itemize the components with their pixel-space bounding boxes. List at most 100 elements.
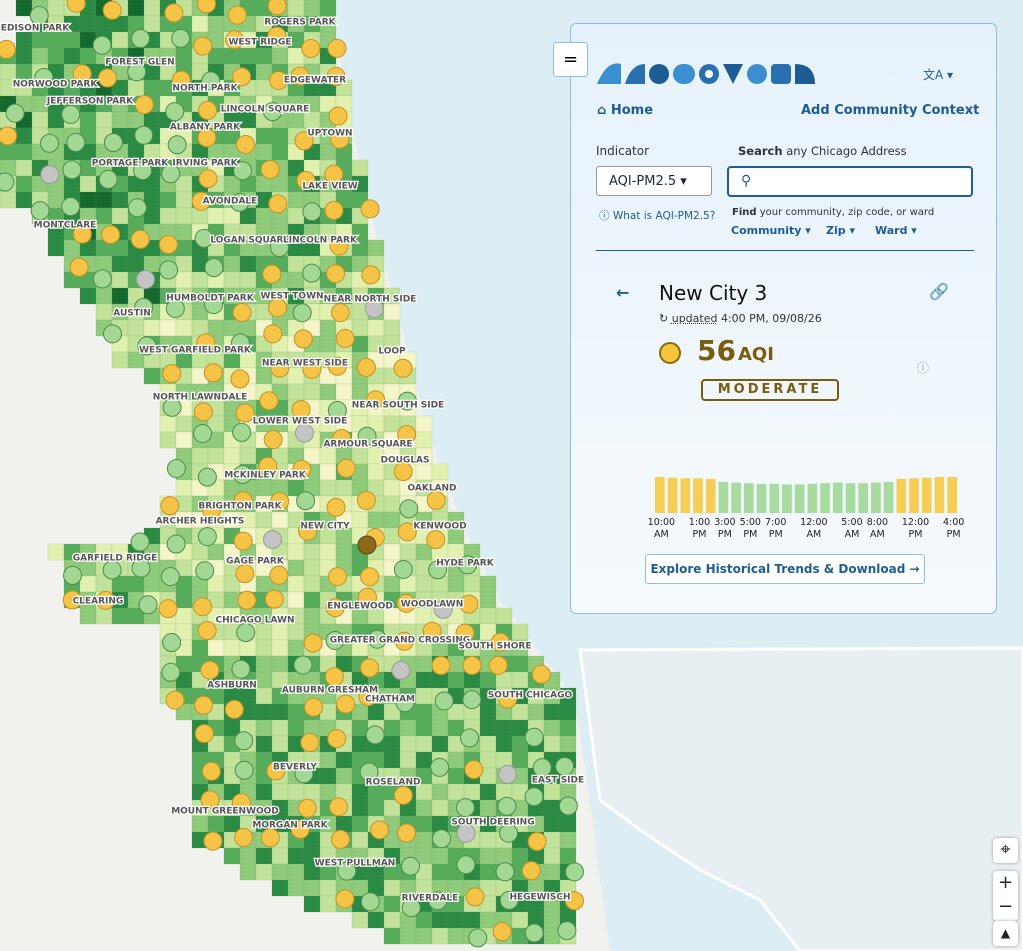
updated-time: 4:00 PM, 09/08/26 bbox=[720, 312, 822, 325]
sensor bbox=[459, 594, 479, 614]
tract bbox=[111, 111, 129, 129]
sensor bbox=[134, 125, 154, 145]
tract bbox=[287, 0, 305, 17]
tract bbox=[431, 783, 449, 801]
tract bbox=[271, 143, 289, 161]
sensor bbox=[422, 621, 442, 641]
tract bbox=[447, 927, 465, 945]
filter-zip[interactable]: Zip ▾ bbox=[826, 224, 855, 237]
locate-button[interactable]: ⌖ bbox=[993, 838, 1018, 863]
sensor bbox=[294, 131, 314, 151]
tract bbox=[47, 543, 65, 561]
tract bbox=[511, 655, 529, 673]
sensor bbox=[456, 855, 476, 875]
tract bbox=[143, 111, 161, 129]
tract bbox=[271, 175, 289, 193]
tract bbox=[159, 415, 177, 433]
tract bbox=[95, 303, 113, 321]
area-label: ARMOUR SQUARE bbox=[323, 440, 412, 450]
filter-community[interactable]: Community ▾ bbox=[731, 224, 811, 237]
sensor bbox=[134, 95, 154, 115]
sensor bbox=[364, 299, 384, 319]
info-icon[interactable]: ⓘ bbox=[917, 361, 930, 375]
sensor bbox=[103, 132, 123, 152]
tract bbox=[543, 719, 561, 737]
back-button[interactable]: ← bbox=[616, 283, 630, 302]
sensor bbox=[0, 172, 15, 192]
x-tick-label: 12:00 AM bbox=[800, 517, 827, 540]
sensor bbox=[102, 560, 122, 580]
tract bbox=[559, 703, 577, 721]
add-context-link[interactable]: Add Community Context bbox=[801, 103, 980, 118]
area-label: LOGAN SQUARE bbox=[210, 236, 289, 246]
sensor bbox=[230, 333, 250, 353]
sensor bbox=[430, 757, 450, 777]
tract bbox=[79, 15, 97, 33]
area-label: NORTH LAWNDALE bbox=[153, 393, 248, 403]
compass-button[interactable]: ▲ bbox=[993, 921, 1018, 946]
tract bbox=[239, 47, 257, 65]
sensor bbox=[401, 898, 421, 918]
tract bbox=[383, 543, 401, 561]
sensor bbox=[167, 135, 187, 155]
tract bbox=[383, 511, 401, 529]
search-bold: Search bbox=[738, 144, 783, 158]
indicator-select[interactable]: AQI-PM2.5 ▾ bbox=[596, 166, 712, 196]
zoom-buttons[interactable]: + − bbox=[993, 871, 1018, 921]
home-link[interactable]: ⌂ Home bbox=[597, 103, 654, 118]
tract bbox=[431, 847, 449, 865]
sensor bbox=[0, 126, 18, 146]
tract bbox=[383, 319, 401, 337]
tract bbox=[319, 879, 337, 897]
sensor bbox=[232, 67, 252, 87]
tract bbox=[383, 479, 401, 497]
sensor bbox=[462, 656, 482, 676]
tract bbox=[319, 895, 337, 913]
tract bbox=[447, 783, 465, 801]
bar bbox=[896, 478, 907, 513]
tract bbox=[191, 271, 209, 289]
tract bbox=[191, 15, 209, 33]
explore-button[interactable]: Explore Historical Trends & Download → bbox=[645, 554, 925, 584]
language-button[interactable]: 文A ▾ bbox=[923, 68, 954, 82]
tract bbox=[559, 847, 577, 865]
sensor bbox=[171, 28, 191, 48]
area-label: MORGAN PARK bbox=[252, 821, 328, 831]
menu-button[interactable]: = bbox=[553, 42, 588, 77]
sensor bbox=[203, 363, 223, 383]
sensor bbox=[488, 655, 508, 675]
area-label: MOUNT GREENWOOD bbox=[171, 807, 279, 817]
tract bbox=[319, 479, 337, 497]
tract bbox=[143, 0, 161, 17]
sensor bbox=[366, 390, 386, 410]
tract bbox=[319, 0, 337, 17]
area-label: HYDE PARK bbox=[436, 559, 494, 569]
search-box[interactable]: ⚲ bbox=[727, 166, 973, 197]
tract bbox=[255, 687, 273, 705]
filter-ward[interactable]: Ward ▾ bbox=[875, 224, 917, 237]
tract bbox=[287, 559, 305, 577]
tract bbox=[367, 463, 385, 481]
area-label: AVONDALE bbox=[203, 197, 258, 207]
sensor bbox=[197, 0, 217, 14]
tract bbox=[47, 239, 65, 257]
sensor bbox=[162, 633, 182, 653]
sensor bbox=[460, 728, 480, 748]
tract bbox=[175, 239, 193, 257]
tract bbox=[479, 607, 497, 625]
tract bbox=[255, 127, 273, 145]
sensor bbox=[101, 225, 121, 245]
area-label: EDGEWATER bbox=[284, 76, 346, 86]
share-link[interactable]: 🔗 bbox=[929, 282, 949, 301]
bar bbox=[807, 483, 818, 513]
sensor bbox=[268, 194, 288, 214]
sensor bbox=[293, 655, 313, 675]
area-label: PORTAGE PARK bbox=[92, 159, 170, 169]
tract bbox=[415, 735, 433, 753]
bar bbox=[743, 483, 754, 513]
what-is-link[interactable]: ⓘ What is AQI-PM2.5? bbox=[599, 210, 716, 222]
sensor bbox=[30, 201, 50, 221]
tract bbox=[367, 319, 385, 337]
tick-line: AM bbox=[654, 529, 669, 540]
tract bbox=[207, 319, 225, 337]
